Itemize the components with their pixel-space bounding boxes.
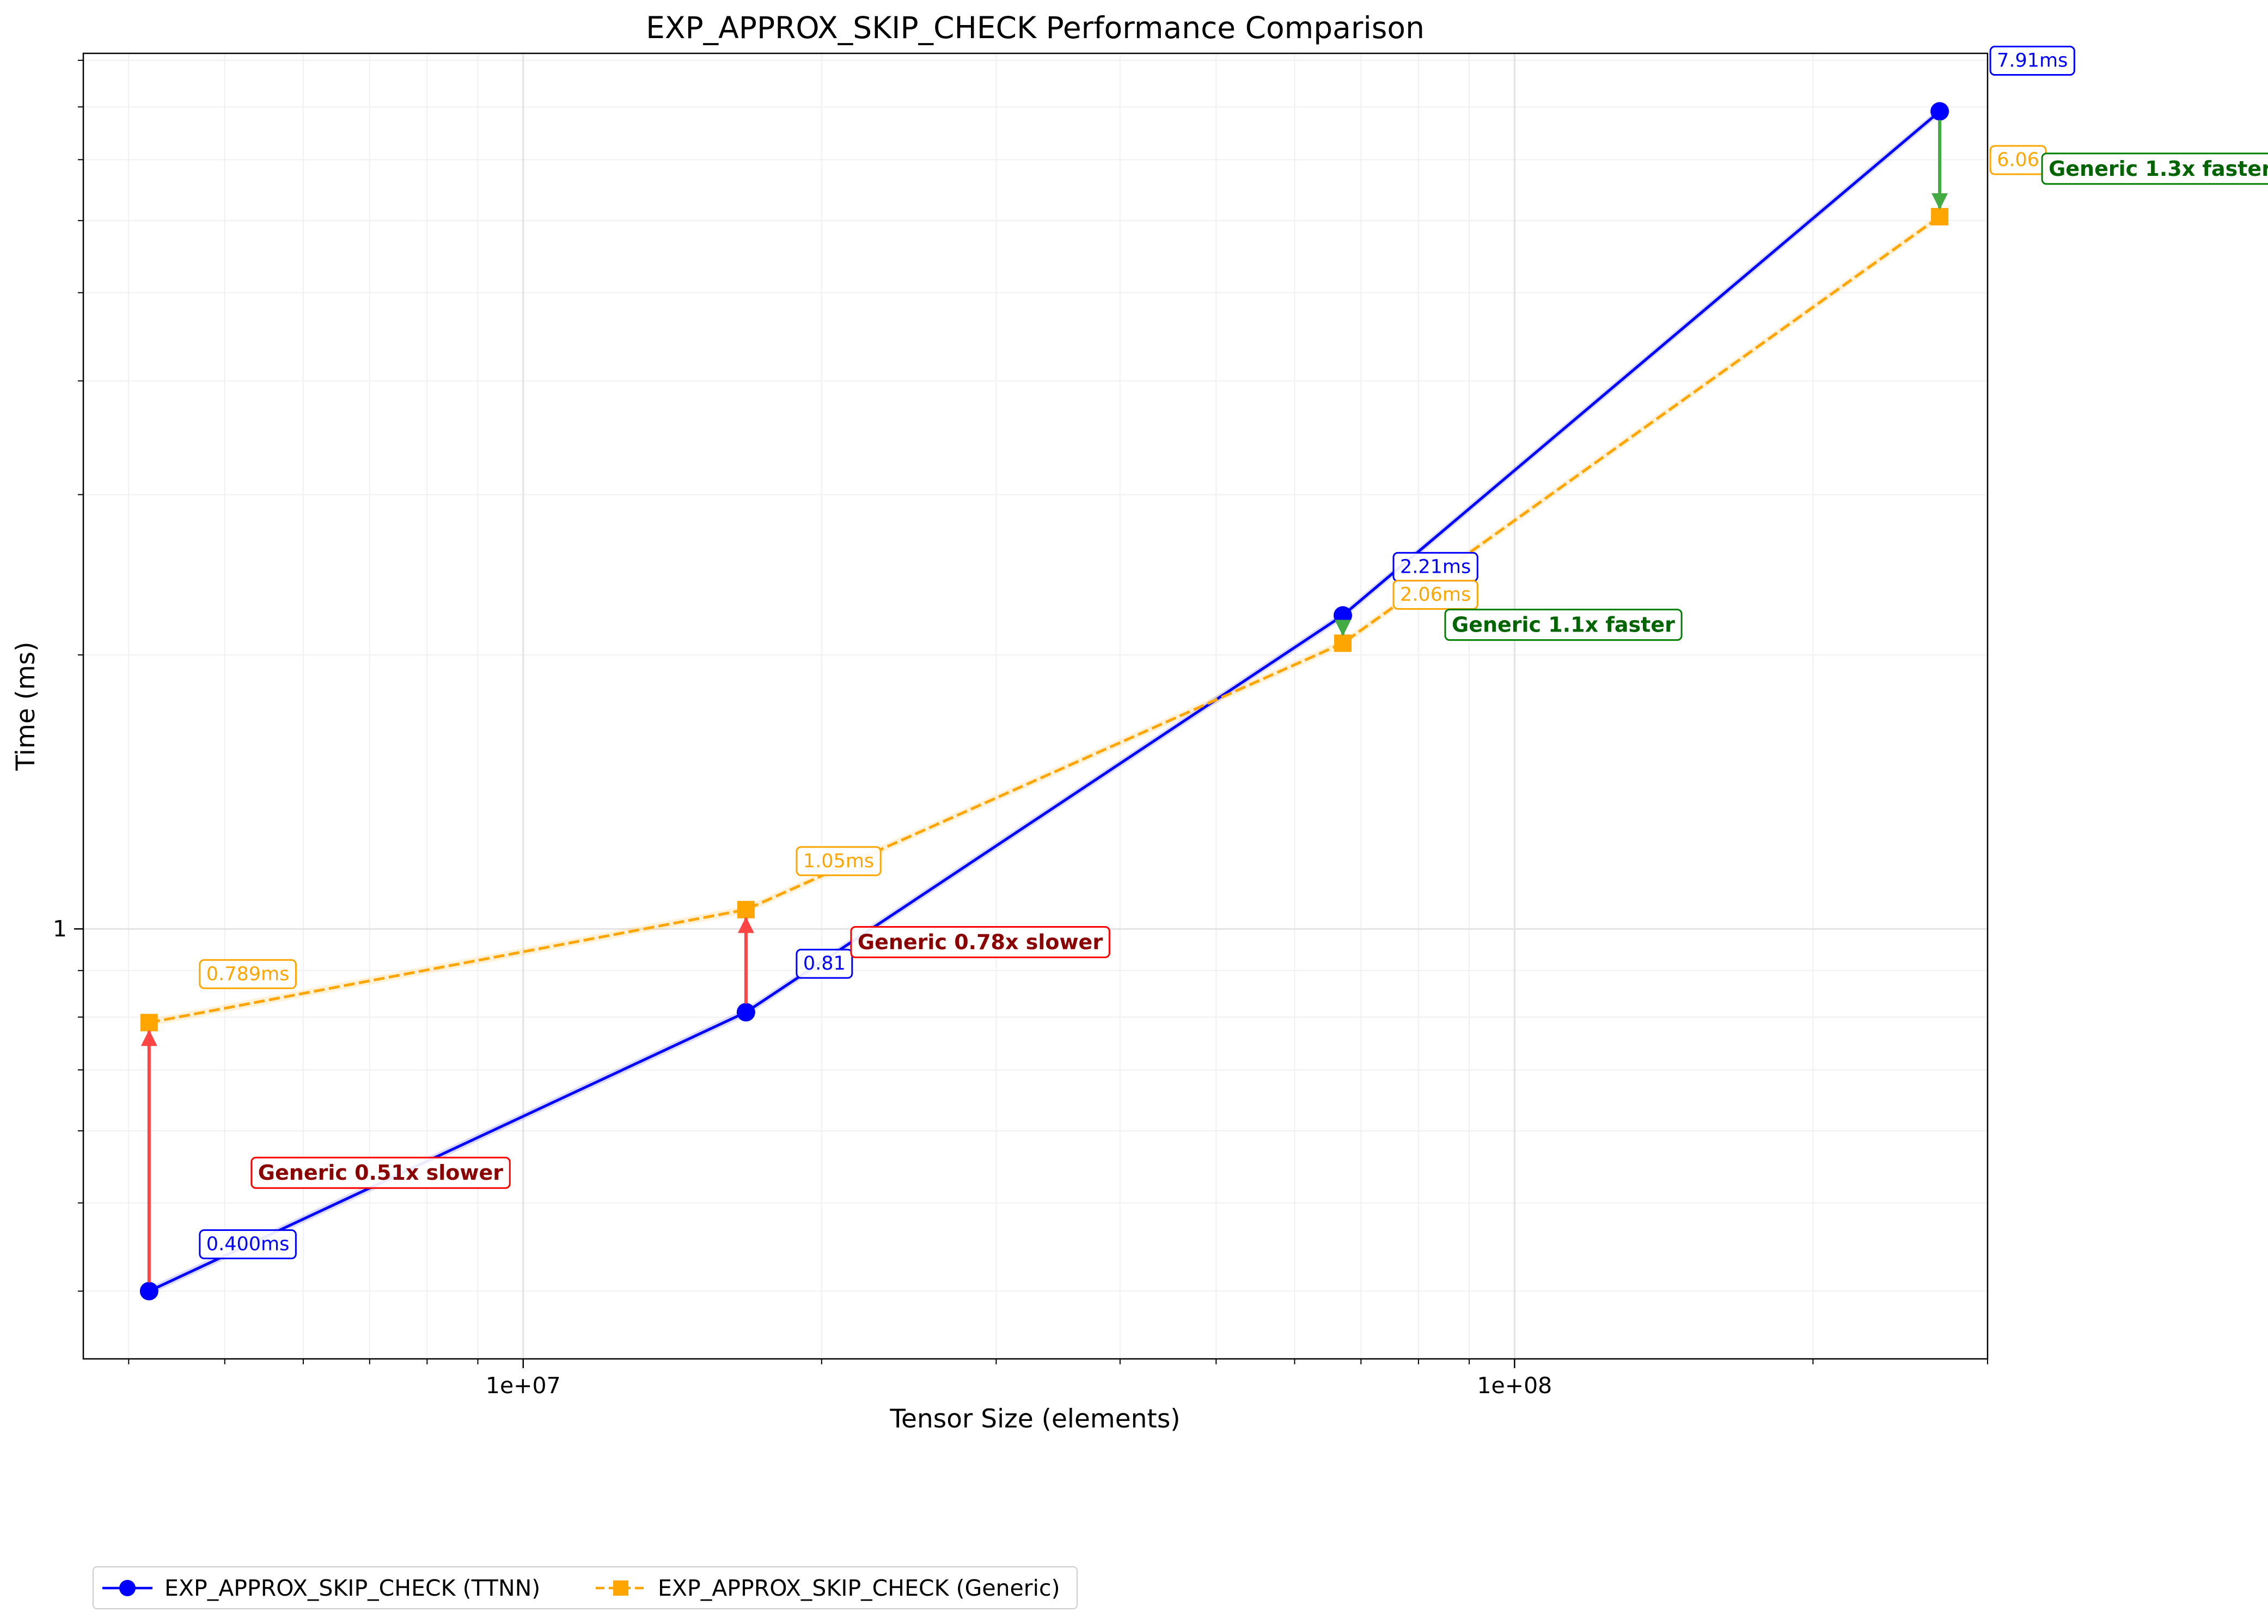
generic-point — [737, 900, 755, 918]
generic-point — [1931, 207, 1949, 225]
ttnn-value-label: 0.400ms — [199, 1229, 297, 1260]
ttnn-value-label-text: 0.400ms — [206, 1234, 290, 1255]
comparison-label: Generic 1.3x faster — [2041, 152, 2268, 185]
generic-value-label: 2.06ms — [1392, 579, 1478, 610]
comparison-label: Generic 0.51x slower — [250, 1156, 511, 1189]
comparison-label-box — [850, 926, 1110, 958]
generic-value-label-text: 6.06 — [1997, 149, 2039, 171]
chart-title: EXP_APPROX_SKIP_CHECK Performance Compar… — [646, 10, 1425, 45]
x-axis-label: Tensor Size (elements) — [889, 1404, 1180, 1434]
comparison-label-box — [1444, 609, 1683, 641]
generic-value-label-text: 0.789ms — [206, 963, 290, 985]
legend-label-ttnn: EXP_APPROX_SKIP_CHECK (TTNN) — [164, 1574, 541, 1601]
ttnn-value-label-box — [1989, 46, 2075, 76]
comparison-label: Generic 1.1x faster — [1444, 609, 1683, 641]
ttnn-value-label-text: 7.91ms — [1997, 50, 2068, 72]
ttnn-value-label: 2.21ms — [1392, 551, 1478, 582]
ttnn-value-label-text: 0.81 — [803, 953, 846, 975]
y-axis-label: Time (ms) — [11, 642, 41, 771]
generic-value-label-box — [1392, 579, 1478, 610]
ttnn-value-label-box — [796, 948, 853, 979]
generic-value-label-text: 2.06ms — [1400, 584, 1471, 605]
legend-item-ttnn: EXP_APPROX_SKIP_CHECK (TTNN) — [100, 1567, 540, 1608]
ttnn-value-label: 7.91ms — [1989, 46, 2075, 76]
comparison-label-text: Generic 0.51x slower — [258, 1161, 503, 1185]
legend-swatch-generic — [596, 1580, 646, 1596]
comparison-label-text: Generic 1.3x faster — [2049, 157, 2268, 181]
series-line-1 — [149, 215, 1941, 1024]
legend-label-generic: EXP_APPROX_SKIP_CHECK (Generic) — [658, 1574, 1060, 1601]
ttnn-point — [1930, 102, 1949, 121]
generic-value-label-text: 1.05ms — [803, 850, 874, 872]
plot-area-frame — [82, 52, 1989, 1360]
ttnn-point — [1334, 606, 1353, 625]
comparison-label-text: Generic 0.78x slower — [858, 930, 1103, 954]
generic-value-label: 0.789ms — [199, 959, 297, 989]
comparison-label: Generic 0.78x slower — [850, 926, 1110, 958]
generic-value-label-box — [199, 959, 297, 989]
legend-swatch-ttnn — [102, 1579, 152, 1596]
generic-value-label: 6.06 — [1989, 145, 2047, 175]
generic-value-label-box — [796, 846, 882, 877]
generic-point — [1334, 634, 1352, 652]
legend-item-generic: EXP_APPROX_SKIP_CHECK (Generic) — [594, 1567, 1060, 1608]
generic-point — [140, 1014, 158, 1032]
x-tick-label: 1e+08 — [1477, 1372, 1552, 1399]
ttnn-value-label: 0.81 — [796, 948, 853, 979]
chart-legend: EXP_APPROX_SKIP_CHECK (TTNN) EXP_APPROX_… — [93, 1566, 1078, 1609]
ttnn-point — [139, 1282, 158, 1301]
generic-value-label: 1.05ms — [796, 846, 882, 877]
ttnn-value-label-text: 2.21ms — [1400, 556, 1471, 578]
comparison-label-box — [250, 1156, 511, 1189]
ttnn-point — [736, 1003, 755, 1022]
y-tick-label: 1 — [53, 916, 67, 942]
ttnn-value-label-box — [199, 1229, 297, 1260]
x-tick-label: 1e+07 — [486, 1372, 561, 1399]
series-line-0 — [148, 110, 1941, 1292]
comparison-label-text: Generic 1.1x faster — [1452, 613, 1675, 637]
comparison-label-box — [2041, 152, 2268, 185]
